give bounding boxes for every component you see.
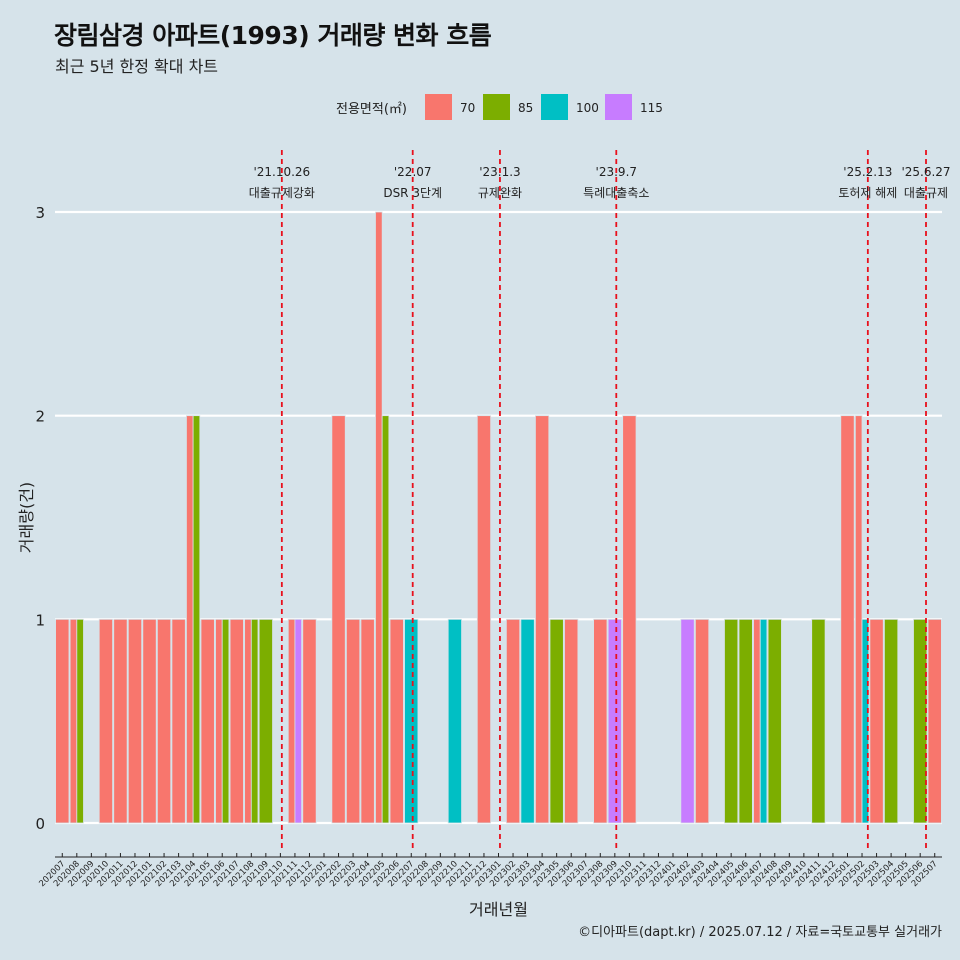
bar [607,618,622,824]
bar [113,618,128,824]
bar [156,618,172,824]
bar [593,618,608,824]
bar [389,618,404,824]
bar [287,618,296,824]
event-label: 규제완화 [478,186,522,200]
event-date: '22.07 [394,165,432,179]
bar [404,618,419,824]
y-tick-label: 2 [35,408,45,426]
bar [520,618,535,824]
event-date: '23.9.7 [596,165,637,179]
bar [360,618,375,824]
event-label: 대출규제강화 [249,186,315,200]
bar [811,618,826,824]
bar [127,618,143,824]
bar [375,211,383,824]
bar [535,415,550,824]
legend-swatch [425,94,452,120]
bar [738,618,753,824]
bar [724,618,739,824]
bar [767,618,782,824]
event-date: '25.2.13 [843,165,892,179]
bar [200,618,215,824]
bar [192,415,201,824]
event-label: 토허제 해제 [838,186,897,200]
bar [186,415,194,824]
x-axis-title: 거래년월 [469,900,528,919]
bar [346,618,361,824]
event-date: '21.10.26 [253,165,310,179]
legend-label: 115 [640,101,663,115]
bar [884,618,899,824]
bar [869,618,884,824]
y-tick-label: 1 [35,611,45,629]
bar [250,618,259,824]
legend-swatch [605,94,632,120]
bar [381,415,390,824]
bar [549,618,564,824]
event-label: 특례대출축소 [583,186,649,200]
bar [302,618,317,824]
bar [447,618,462,824]
legend-label: 100 [576,101,599,115]
chart-title: 장림삼경 아파트(1993) 거래량 변화 흐름 [54,21,492,50]
bar [913,618,928,824]
bar [76,618,84,824]
bar [69,618,78,824]
bar [694,618,710,824]
event-date: '25.6.27 [901,165,950,179]
legend-swatch [541,94,568,120]
bar [258,618,273,824]
bar [505,618,521,824]
bar [331,415,346,824]
bar [215,618,223,824]
bar [221,618,230,824]
bar [564,618,579,824]
bar [142,618,157,824]
event-label: DSR 3단계 [383,186,442,200]
bar [98,618,113,824]
bar [476,415,492,824]
bar [622,415,637,824]
bar [680,618,695,824]
bar [840,415,855,824]
bar [244,618,252,824]
bar [753,618,761,824]
bar [759,618,768,824]
bar [854,415,863,824]
bar [927,618,942,824]
legend-title: 전용면적(㎡) [336,102,407,117]
y-tick-label: 3 [35,204,45,222]
y-axis-title: 거래량(건) [17,482,36,553]
bar [229,618,244,824]
legend-label: 85 [518,101,533,115]
bar [55,618,70,824]
event-date: '23.1.3 [479,165,520,179]
y-tick-label: 0 [35,815,45,833]
bar [171,618,186,824]
chart-subtitle: 최근 5년 한정 확대 차트 [55,57,219,76]
event-label: 대출규제 [904,186,948,200]
chart-caption: ©디아파트(dapt.kr) / 2025.07.12 / 자료=국토교통부 실… [578,925,942,940]
legend-swatch [483,94,510,120]
bar [294,618,303,824]
legend-label: 70 [460,101,475,115]
